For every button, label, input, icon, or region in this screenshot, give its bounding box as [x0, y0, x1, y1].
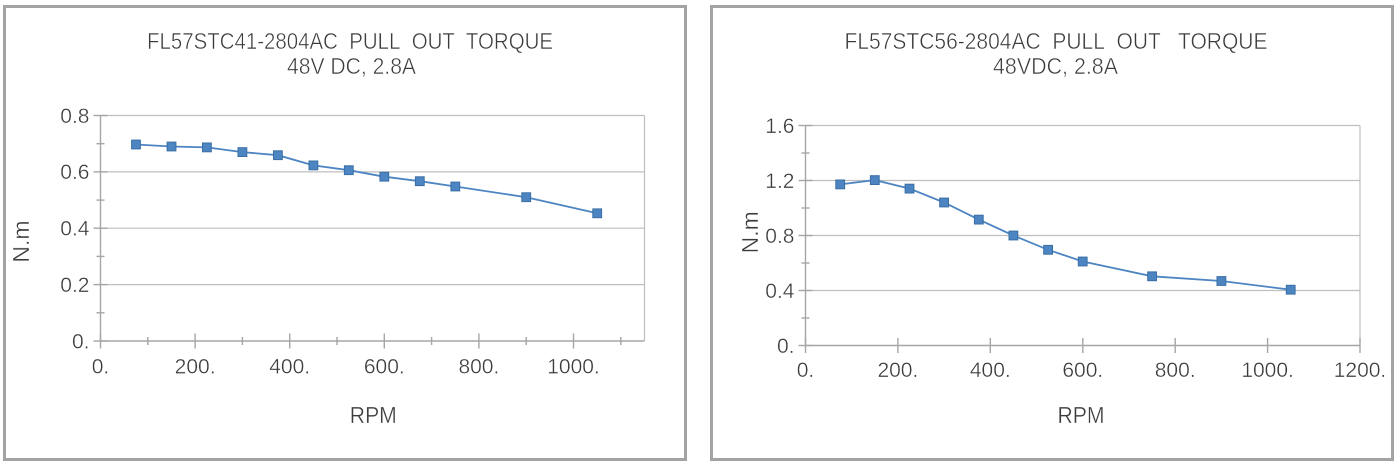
svg-text:1200.: 1200. — [1334, 359, 1387, 382]
svg-text:0.4: 0.4 — [765, 280, 795, 303]
svg-text:0.: 0. — [777, 335, 795, 358]
svg-text:600.: 600. — [364, 355, 405, 378]
svg-text:200.: 200. — [175, 355, 216, 378]
svg-text:N.m: N.m — [737, 211, 763, 253]
svg-text:48V DC, 2.8A: 48V DC, 2.8A — [287, 53, 416, 79]
svg-text:800.: 800. — [1155, 359, 1196, 382]
svg-text:0.8: 0.8 — [60, 105, 89, 128]
svg-text:N.m: N.m — [8, 220, 34, 262]
svg-text:0.: 0. — [72, 330, 90, 353]
svg-text:0.8: 0.8 — [765, 225, 794, 248]
svg-text:1.6: 1.6 — [765, 115, 794, 138]
svg-text:1000.: 1000. — [547, 355, 600, 378]
svg-text:1.2: 1.2 — [765, 170, 794, 193]
svg-text:FL57STC56-2804AC PULL OUT: FL57STC56-2804AC PULL OUT TORQUE — [845, 28, 1268, 54]
svg-text:0.: 0. — [92, 355, 110, 378]
svg-text:RPM: RPM — [350, 402, 397, 428]
svg-text:200.: 200. — [877, 359, 918, 382]
svg-text:600.: 600. — [1062, 359, 1103, 382]
svg-text:1000.: 1000. — [1241, 359, 1294, 382]
svg-text:400.: 400. — [970, 359, 1011, 382]
svg-text:0.: 0. — [797, 359, 815, 382]
svg-text:0.4: 0.4 — [60, 218, 90, 241]
svg-text:FL57STC41-2804AC PULL OUT T: FL57STC41-2804AC PULL OUT TORQUE — [147, 28, 553, 54]
svg-text:0.2: 0.2 — [60, 274, 89, 297]
svg-text:400.: 400. — [269, 355, 310, 378]
svg-text:0.6: 0.6 — [60, 161, 89, 184]
svg-text:48VDC, 2.8A: 48VDC, 2.8A — [993, 53, 1118, 79]
svg-text:RPM: RPM — [1058, 402, 1105, 428]
svg-text:800.: 800. — [458, 355, 499, 378]
